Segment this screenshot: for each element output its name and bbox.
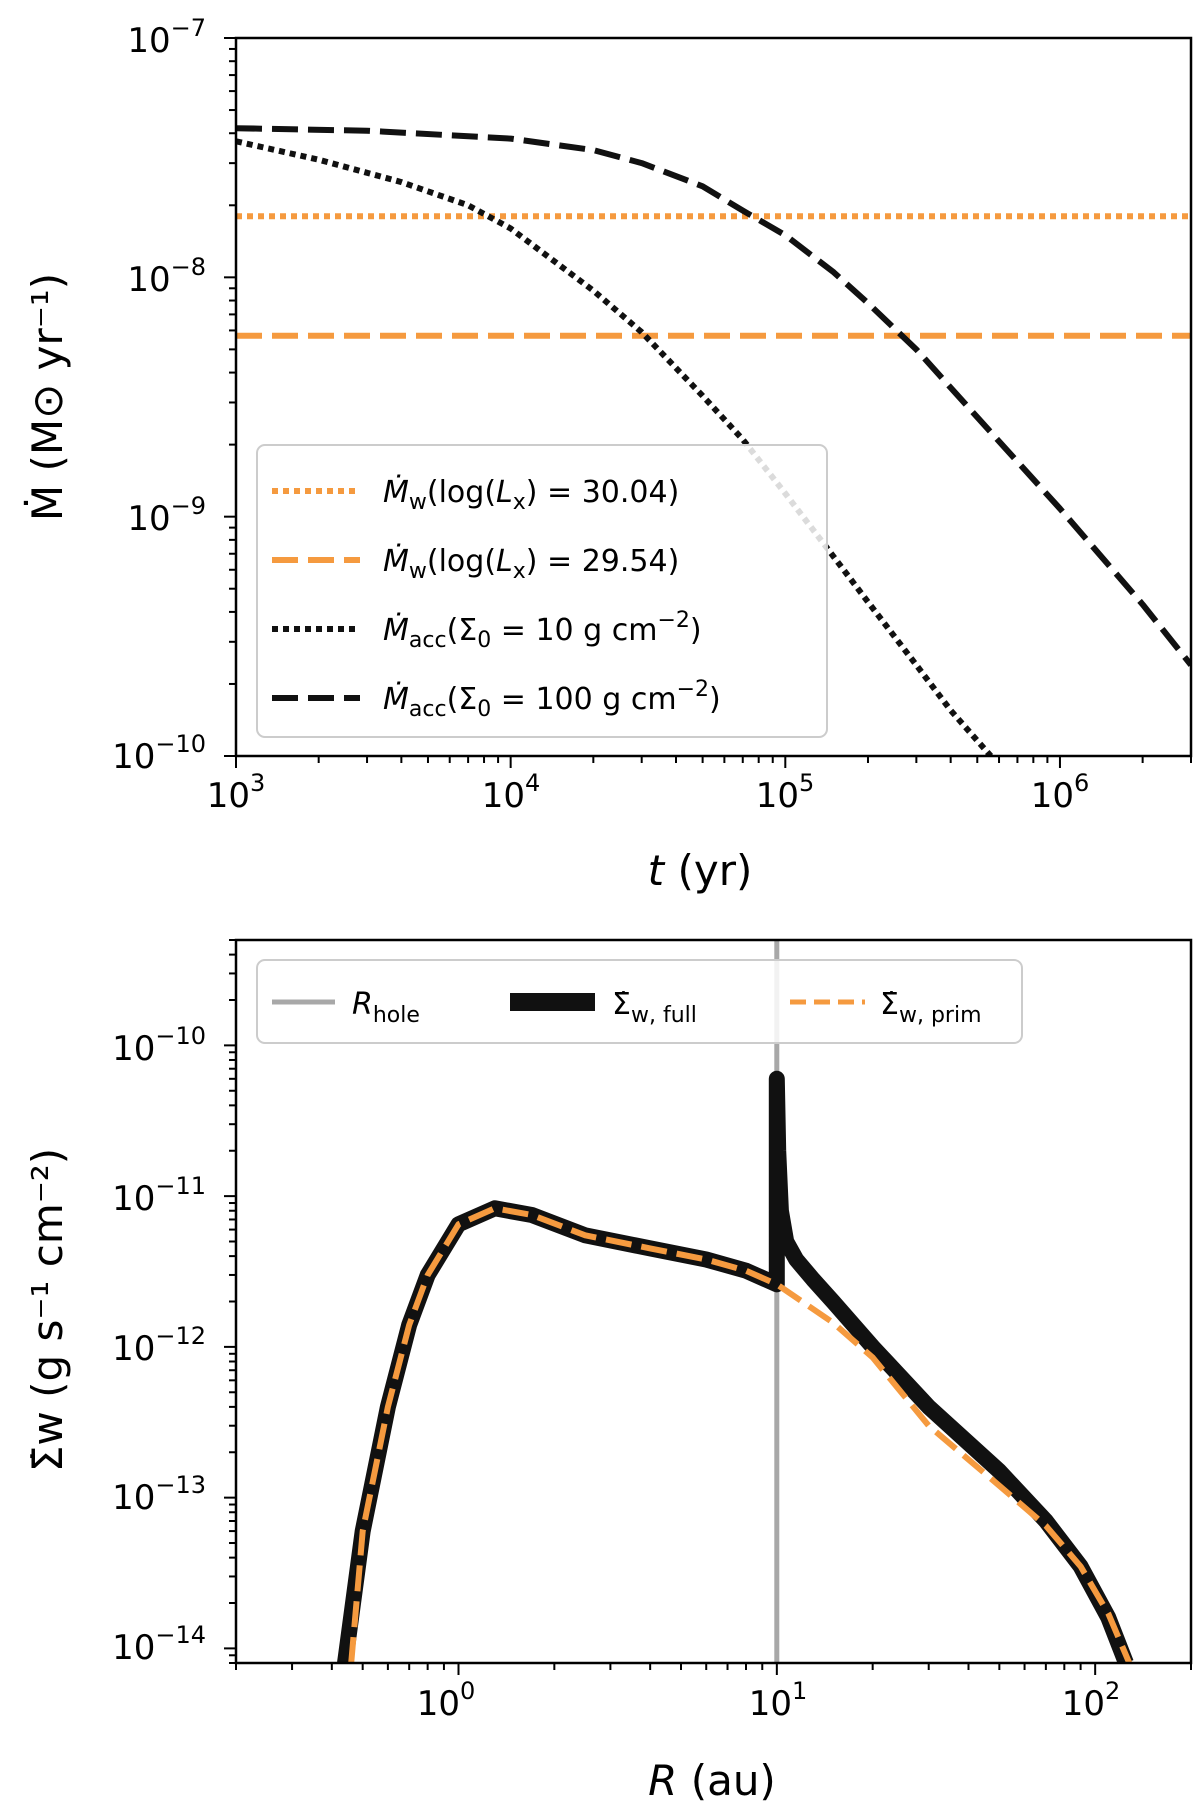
top-x-tick-label-1e5: 105 [756,769,815,816]
bottom-ticks [224,939,1192,1675]
bottom-y-tick-label-1e-10: 10−10 [112,1022,206,1069]
top-y-axis-label: Ṁ (M⊙ yr⁻¹) [22,273,72,521]
top-series-group [236,125,1191,756]
legend-label-macc-10: Ṁacc(Σ0 = 10 g cm−2) [383,608,702,653]
bottom-y-tick-label-1e-13: 10−13 [112,1471,206,1518]
bottom-x-tick-label-1e1: 101 [749,1677,808,1724]
top-series-2 [236,138,994,756]
top-y-tick-label-1e-10: 10−10 [112,730,206,777]
top-ticks [224,37,1192,768]
bottom-series-group [337,940,1134,1663]
top-x-tick-label-1e4: 104 [482,769,541,816]
top-y-tick-label-1e-9: 10−9 [127,492,206,539]
legend-label-rhole: Rhole [352,987,420,1028]
bottom-y-tick-label-1e-14: 10−14 [112,1621,206,1668]
top-x-tick-label-1e6: 106 [1031,769,1090,816]
top-y-tick-label-1e-7: 10−7 [127,14,206,61]
bottom-legend: Rhole Σ̇w, full Σ̇w, prim [256,959,1023,1044]
bottom-legend-box [256,959,1023,1044]
bottom-y-axis-label: Σ̇w (g s⁻¹ cm⁻²) [23,1148,72,1472]
top-axes-frame [234,36,1193,758]
top-series-3 [236,125,1191,667]
legend-label-sigma-full: Σ̇w, full [612,987,697,1028]
top-y-tick-labels: 10−10 10−9 10−8 10−7 [112,14,206,777]
legend-label-sigma-prim: Σ̇w, prim [880,987,982,1028]
bottom-y-tick-label-1e-12: 10−12 [112,1322,206,1369]
top-y-tick-label-1e-8: 10−8 [127,253,206,300]
top-panel: 10−10 10−9 10−8 10−7 103 104 105 106 t (… [22,14,1193,895]
top-x-tick-labels: 103 104 105 106 [207,769,1090,816]
bottom-y-tick-labels: 10−14 10−13 10−12 10−11 10−10 [112,1022,206,1668]
bottom-series-2 [348,1205,1133,1663]
bottom-x-axis-label: R (au) [648,1756,776,1805]
bottom-panel: 10−14 10−13 10−12 10−11 10−10 100 101 10… [23,938,1193,1805]
bottom-series-1 [337,1070,1134,1663]
legend-label-macc-100: Ṁacc(Σ0 = 100 g cm−2) [383,677,721,722]
bottom-x-tick-label-1e0: 100 [417,1677,476,1724]
bottom-x-tick-label-1e2: 102 [1062,1677,1121,1724]
top-x-axis-label: t (yr) [648,846,753,895]
bottom-x-tick-labels: 100 101 102 [417,1677,1121,1724]
top-legend: Ṁw(log(Lx) = 30.04) Ṁw(log(Lx) = 29.54) … [256,444,828,738]
bottom-axes-frame [234,938,1193,1665]
legend-label-mw-2954: Ṁw(log(Lx) = 29.54) [383,543,679,584]
top-legend-box [256,444,828,738]
bottom-y-tick-label-1e-11: 10−11 [112,1172,206,1219]
top-x-tick-label-1e3: 103 [207,769,266,816]
legend-label-mw-3004: Ṁw(log(Lx) = 30.04) [383,474,679,515]
